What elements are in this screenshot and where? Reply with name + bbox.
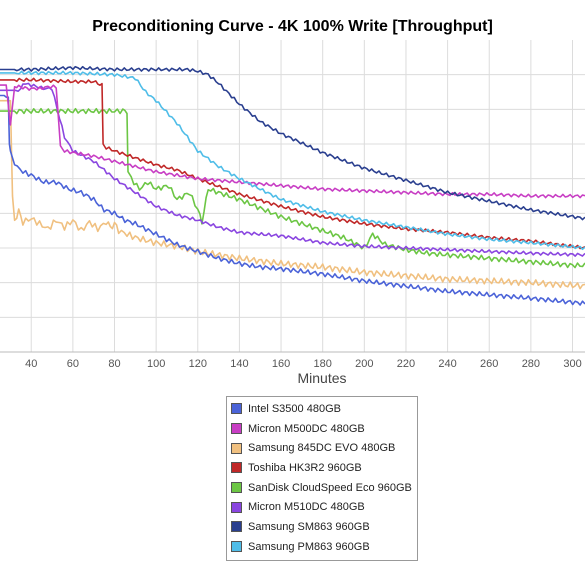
- x-tick-label: 280: [522, 358, 540, 370]
- legend-item: Samsung 845DC EVO 480GB: [227, 438, 417, 458]
- legend: Intel S3500 480GB Micron M500DC 480GB Sams…: [226, 396, 418, 561]
- chart-title: Preconditioning Curve - 4K 100% Write [T…: [92, 18, 493, 35]
- x-tick-label: 80: [108, 358, 120, 370]
- legend-swatch: [231, 442, 242, 454]
- legend-swatch: [231, 482, 242, 494]
- legend-label: Samsung PM863 960GB: [248, 540, 370, 553]
- legend-label: Micron M500DC 480GB: [248, 422, 365, 435]
- legend-item: Micron M510DC 480GB: [227, 497, 417, 517]
- legend-item: Intel S3500 480GB: [227, 399, 417, 419]
- legend-swatch: [231, 501, 242, 513]
- series-line: [0, 77, 585, 250]
- legend-item: SanDisk CloudSpeed Eco 960GB: [227, 478, 417, 498]
- series-lines: [0, 65, 585, 306]
- series-line: [0, 70, 585, 251]
- series-line: [0, 94, 585, 306]
- x-tick-label: 200: [355, 358, 373, 370]
- series-line: [0, 99, 585, 290]
- x-tick-label: 60: [67, 358, 79, 370]
- x-tick-label: 260: [480, 358, 498, 370]
- x-tick-label: 100: [147, 358, 165, 370]
- x-tick-label: 140: [230, 358, 248, 370]
- x-tick-label: 240: [438, 358, 456, 370]
- legend-swatch: [231, 423, 242, 435]
- plot-area: [0, 40, 585, 352]
- legend-swatch: [231, 403, 242, 415]
- x-tick-label: 160: [272, 358, 290, 370]
- grid: [0, 40, 585, 353]
- x-tick-label: 120: [189, 358, 207, 370]
- legend-swatch: [231, 521, 242, 533]
- x-tick-labels: 40 60 80 100 120 140 160 180 200 220 240 260 280 300: [25, 358, 582, 370]
- series-line: [0, 65, 585, 221]
- x-tick-label: 180: [314, 358, 332, 370]
- legend-label: Micron M510DC 480GB: [248, 501, 365, 514]
- legend-label: SanDisk CloudSpeed Eco 960GB: [248, 481, 412, 494]
- series-line: [0, 82, 585, 257]
- series-line: [0, 84, 585, 199]
- legend-item: Samsung PM863 960GB: [227, 537, 417, 557]
- legend-swatch: [231, 462, 242, 474]
- legend-label: Samsung SM863 960GB: [248, 520, 370, 533]
- legend-label: Samsung 845DC EVO 480GB: [248, 442, 396, 455]
- legend-item: Toshiba HK3R2 960GB: [227, 458, 417, 478]
- line-chart: 40 60 80 100 120 140 160 180 200 220 240 260 280 300 …: [0, 40, 585, 386]
- legend-item: Samsung SM863 960GB: [227, 517, 417, 537]
- legend-swatch: [231, 541, 242, 553]
- x-tick-label: 300: [563, 358, 581, 370]
- x-axis-title: Minutes: [297, 370, 346, 386]
- legend-item: Micron M500DC 480GB: [227, 419, 417, 439]
- legend-label: Intel S3500 480GB: [248, 402, 341, 415]
- series-line: [0, 107, 585, 269]
- legend-label: Toshiba HK3R2 960GB: [248, 461, 362, 474]
- x-tick-label: 220: [397, 358, 415, 370]
- x-tick-label: 40: [25, 358, 37, 370]
